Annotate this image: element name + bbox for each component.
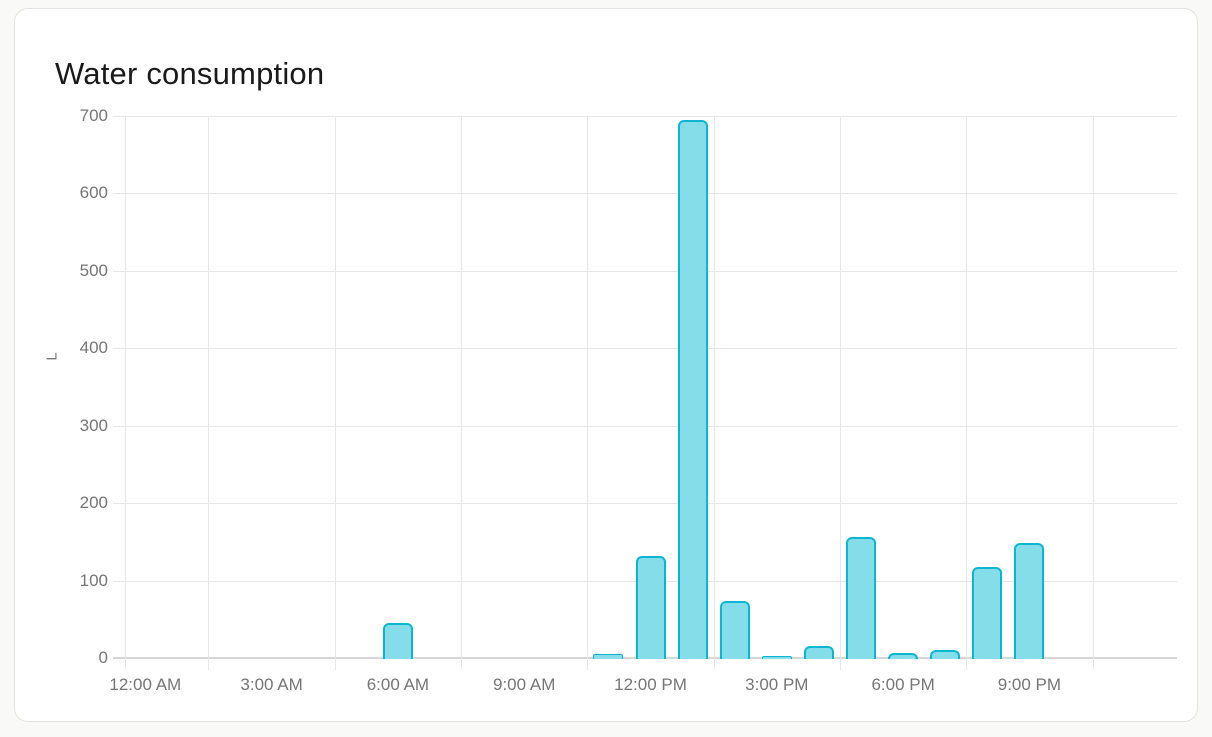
water-bar-hour-12[interactable]: [635, 555, 666, 659]
y-tick-label: 400: [79, 338, 108, 358]
x-tick-label: 6:00 PM: [871, 675, 935, 694]
card-title: Water consumption: [55, 56, 325, 91]
water-bar-hour-18[interactable]: [888, 652, 919, 659]
grid-line-horizontal: [113, 425, 1177, 427]
grid-line-vertical: [461, 115, 463, 670]
x-tick-label: 6:00 AM: [366, 675, 430, 694]
water-bar-hour-20[interactable]: [972, 566, 1003, 659]
y-axis-line: [125, 115, 126, 670]
grid-line-vertical: [334, 115, 336, 670]
y-tick-label: 0: [98, 648, 108, 667]
x-tick-label: 12:00 PM: [614, 675, 687, 694]
grid-line-horizontal: [113, 348, 1177, 350]
water-bar-hour-16[interactable]: [803, 645, 834, 659]
water-bar-hour-15[interactable]: [761, 656, 792, 659]
y-axis-unit-label: L: [43, 352, 61, 361]
water-consumption-card: Water consumption: [14, 8, 1198, 722]
grid-line-vertical: [839, 115, 841, 670]
grid-line-horizontal: [113, 270, 1177, 272]
water-bar-hour-19[interactable]: [930, 650, 961, 659]
water-bar-hour-14[interactable]: [719, 601, 750, 659]
grid-line-vertical: [1092, 115, 1094, 670]
x-tick-label: 3:00 AM: [240, 675, 303, 694]
water-bar-hour-17[interactable]: [846, 537, 876, 659]
y-tick-label: 500: [79, 260, 108, 280]
x-tick-label: 9:00 AM: [493, 675, 556, 694]
grid-line-vertical: [713, 115, 715, 670]
grid-line-horizontal: [113, 115, 1177, 117]
grid-line-vertical: [208, 115, 210, 670]
grid-line-horizontal: [113, 503, 1177, 505]
y-tick-label: 200: [79, 493, 108, 513]
grid-line-vertical: [587, 115, 589, 670]
water-bar-hour-21[interactable]: [1014, 542, 1045, 659]
grid-line-vertical: [966, 115, 968, 670]
water-bar-hour-6[interactable]: [382, 623, 413, 659]
water-bar-hour-11[interactable]: [593, 654, 624, 659]
y-tick-label: 100: [79, 570, 108, 590]
x-tick-label: 12:00 AM: [109, 675, 182, 694]
x-tick-label: 9:00 PM: [997, 675, 1062, 694]
y-tick-label: 300: [79, 415, 108, 435]
y-tick-label: 600: [79, 183, 108, 203]
grid-line-horizontal: [113, 193, 1177, 195]
water-bar-hour-13[interactable]: [677, 120, 708, 659]
x-tick-label: 3:00 PM: [745, 675, 809, 694]
y-tick-label: 700: [79, 105, 108, 125]
